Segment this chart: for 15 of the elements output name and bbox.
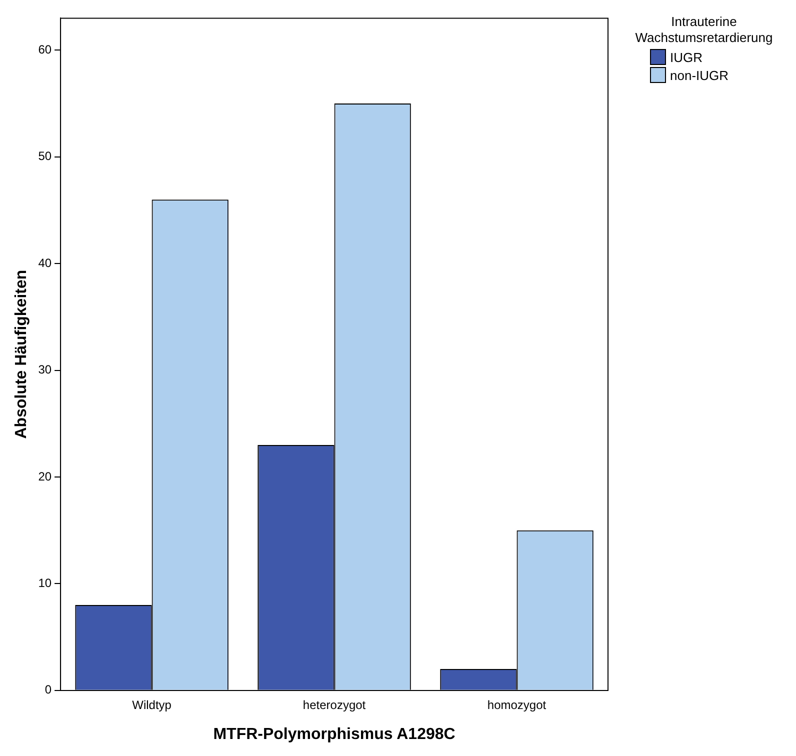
- y-tick-label: 20: [38, 469, 52, 484]
- x-tick-label: homozygot: [487, 698, 547, 712]
- legend-label: non-IUGR: [670, 68, 729, 82]
- x-tick-label: Wildtyp: [132, 698, 172, 712]
- y-tick-label: 10: [38, 576, 52, 590]
- y-tick-label: 0: [44, 682, 52, 697]
- y-tick-label: 60: [38, 42, 52, 57]
- legend-label: IUGR: [670, 50, 702, 64]
- y-tick-label: 50: [38, 149, 52, 164]
- y-tick-label: 30: [38, 362, 52, 377]
- x-tick-label: heterozygot: [302, 698, 366, 712]
- legend-title: Intrauterine Wachstumsretardierung: [634, 14, 774, 46]
- x-axis-title: MTFR-Polymorphismus A1298C: [213, 726, 456, 743]
- y-tick-label: 40: [38, 256, 52, 270]
- y-axis-title: Absolute Häufigkeiten: [13, 270, 30, 439]
